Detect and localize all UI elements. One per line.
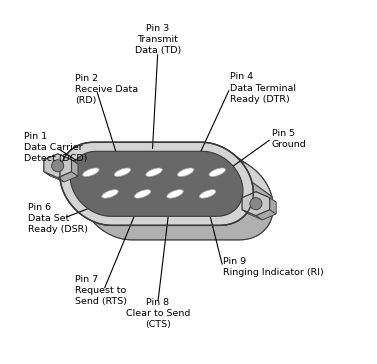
Polygon shape [44,154,64,164]
Ellipse shape [178,168,194,177]
Text: Pin 1
Data Carrier
Detect (DCD): Pin 1 Data Carrier Detect (DCD) [24,132,87,163]
Polygon shape [60,142,272,200]
Text: Pin 2
Receive Data
(RD): Pin 2 Receive Data (RD) [75,74,138,106]
Ellipse shape [199,190,216,198]
Text: Pin 5
Ground: Pin 5 Ground [271,128,307,149]
Polygon shape [242,192,262,202]
Circle shape [250,198,262,210]
Text: Pin 4
Data Terminal
Ready (DTR): Pin 4 Data Terminal Ready (DTR) [230,72,296,104]
Text: Pin 6
Data Set
Ready (DSR): Pin 6 Data Set Ready (DSR) [28,202,88,234]
Ellipse shape [83,168,99,177]
Text: Pin 9
Ringing Indicator (RI): Pin 9 Ringing Indicator (RI) [223,257,323,277]
Ellipse shape [209,168,225,177]
Ellipse shape [102,190,118,198]
Polygon shape [242,210,262,220]
Ellipse shape [134,190,151,198]
Polygon shape [58,172,78,182]
Polygon shape [60,142,253,225]
Polygon shape [242,198,249,214]
Ellipse shape [146,168,162,177]
Text: Pin 7
Request to
Send (RTS): Pin 7 Request to Send (RTS) [75,275,127,306]
Polygon shape [58,154,78,164]
Polygon shape [80,157,273,240]
Polygon shape [44,172,64,182]
Polygon shape [234,154,273,228]
Circle shape [52,160,64,172]
Polygon shape [72,160,78,176]
Polygon shape [70,151,243,216]
Polygon shape [256,210,276,220]
Text: Pin 8
Clear to Send
(CTS): Pin 8 Clear to Send (CTS) [126,298,190,329]
Text: Pin 3
Transmit
Data (TD): Pin 3 Transmit Data (TD) [135,24,181,55]
Ellipse shape [167,190,183,198]
Polygon shape [61,182,273,240]
Ellipse shape [114,168,131,177]
Polygon shape [44,154,72,178]
Polygon shape [242,192,270,215]
Polygon shape [44,160,51,176]
Polygon shape [270,198,276,214]
Polygon shape [256,192,276,202]
